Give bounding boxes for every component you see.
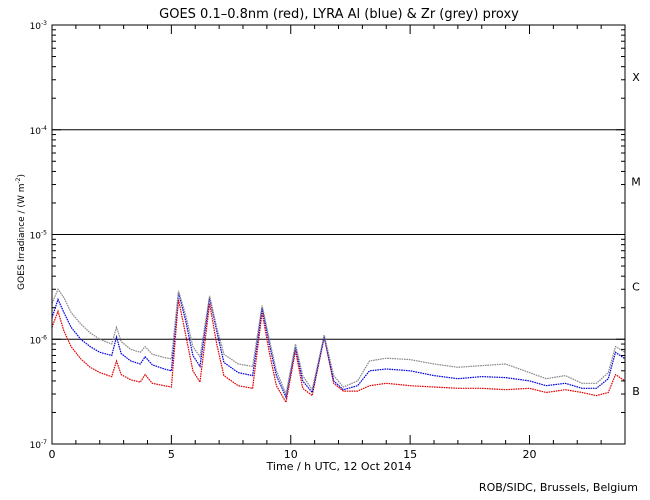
y-axis-label-close: ): [17, 174, 27, 178]
y-tick-label: 10-3: [30, 20, 48, 32]
series-line-1: [51, 292, 626, 400]
y-tick-label: 10-5: [30, 230, 48, 242]
credit-text: ROB/SIDC, Brussels, Belgium: [478, 481, 638, 494]
y-tick-label: 10-6: [30, 334, 48, 346]
flare-class-label: B: [632, 385, 640, 398]
plot-frame: [51, 24, 626, 445]
y-tick-label: 10-4: [30, 125, 48, 137]
series-line-0: [51, 299, 626, 405]
x-tick-label: 20: [523, 448, 537, 461]
x-tick-label: 10: [284, 448, 298, 461]
x-tick-label: 5: [168, 448, 175, 461]
flare-class-label: X: [632, 71, 640, 84]
flare-class-label: M: [631, 176, 641, 189]
x-tick-label: 15: [403, 448, 417, 461]
chart-title: GOES 0.1–0.8nm (red), LYRA Al (blue) & Z…: [159, 7, 519, 22]
y-axis-label-main: GOES Irradiance / (W m: [17, 184, 27, 290]
y-tick-label: 10-7: [30, 439, 48, 451]
series-line-2: [51, 288, 626, 397]
y-axis-label-exp: -2: [15, 177, 22, 183]
y-axis-label: GOES Irradiance / (W m-2): [15, 174, 27, 290]
x-axis-label: Time / h UTC, 12 Oct 2014: [266, 460, 412, 473]
flare-class-label: C: [632, 280, 640, 293]
x-tick-label: 0: [49, 448, 56, 461]
